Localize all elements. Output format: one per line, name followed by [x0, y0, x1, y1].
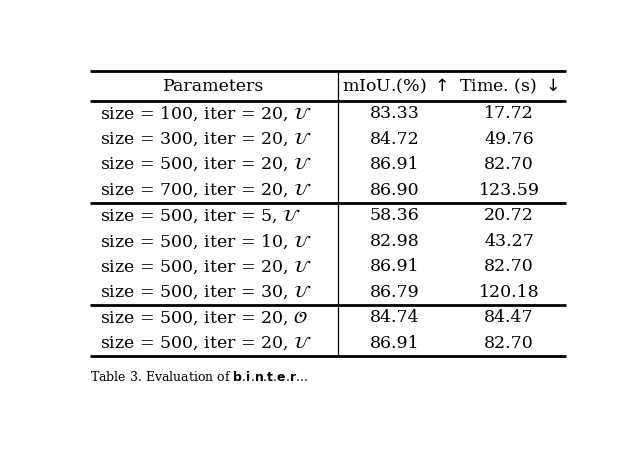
Text: 43.27: 43.27	[484, 233, 534, 250]
Text: 58.36: 58.36	[370, 207, 420, 224]
Text: size = 500, iter = 20, $\mathcal{U}$: size = 500, iter = 20, $\mathcal{U}$	[100, 258, 312, 276]
Text: 82.70: 82.70	[484, 258, 534, 276]
Text: 82.70: 82.70	[484, 335, 534, 352]
Text: 120.18: 120.18	[479, 284, 540, 301]
Text: size = 500, iter = 30, $\mathcal{U}$: size = 500, iter = 30, $\mathcal{U}$	[100, 284, 312, 301]
Text: 123.59: 123.59	[479, 182, 540, 199]
Text: size = 500, iter = 20, $\mathcal{U}$: size = 500, iter = 20, $\mathcal{U}$	[100, 156, 312, 174]
Text: 86.91: 86.91	[370, 156, 419, 173]
Text: 20.72: 20.72	[484, 207, 534, 224]
Text: 86.79: 86.79	[370, 284, 420, 301]
Text: Time. (s) $\downarrow$: Time. (s) $\downarrow$	[460, 77, 559, 96]
Text: mIoU.(%) $\uparrow$: mIoU.(%) $\uparrow$	[342, 77, 447, 96]
Text: 83.33: 83.33	[370, 105, 420, 122]
Text: size = 100, iter = 20, $\mathcal{U}$: size = 100, iter = 20, $\mathcal{U}$	[100, 105, 312, 123]
Text: size = 500, iter = 20, $\mathcal{U}$: size = 500, iter = 20, $\mathcal{U}$	[100, 335, 312, 352]
Text: size = 500, iter = 20, $\mathcal{O}$: size = 500, iter = 20, $\mathcal{O}$	[100, 309, 308, 327]
Text: size = 500, iter = 5, $\mathcal{U}$: size = 500, iter = 5, $\mathcal{U}$	[100, 207, 301, 225]
Text: 49.76: 49.76	[484, 131, 534, 148]
Text: Table 3. Evaluation of $\mathbf{b}$.$\mathbf{i}$.$\mathbf{n}$.$\mathbf{t}$.$\mat: Table 3. Evaluation of $\mathbf{b}$.$\ma…	[90, 370, 308, 384]
Text: 17.72: 17.72	[484, 105, 534, 122]
Text: 86.91: 86.91	[370, 335, 419, 352]
Text: Parameters: Parameters	[163, 78, 264, 95]
Text: size = 700, iter = 20, $\mathcal{U}$: size = 700, iter = 20, $\mathcal{U}$	[100, 182, 312, 199]
Text: 84.47: 84.47	[484, 309, 534, 327]
Text: 82.98: 82.98	[370, 233, 420, 250]
Text: 86.90: 86.90	[370, 182, 419, 199]
Text: size = 300, iter = 20, $\mathcal{U}$: size = 300, iter = 20, $\mathcal{U}$	[100, 131, 312, 148]
Text: 84.72: 84.72	[370, 131, 420, 148]
Text: 86.91: 86.91	[370, 258, 419, 276]
Text: size = 500, iter = 10, $\mathcal{U}$: size = 500, iter = 10, $\mathcal{U}$	[100, 232, 312, 251]
Text: 82.70: 82.70	[484, 156, 534, 173]
Text: 84.74: 84.74	[370, 309, 419, 327]
